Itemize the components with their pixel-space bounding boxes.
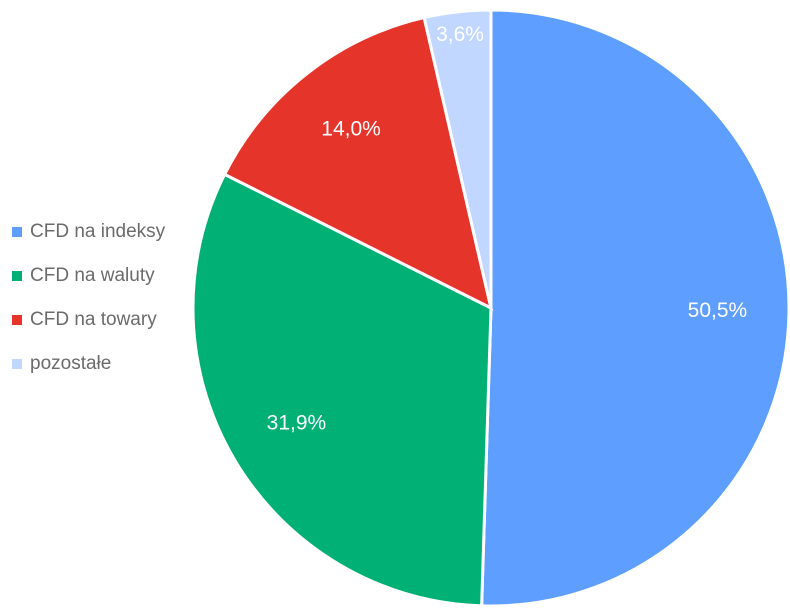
pie-slice xyxy=(480,8,790,608)
legend-label: CFD na indeksy xyxy=(30,221,166,242)
legend-swatch xyxy=(12,359,22,369)
value-label: 14,0% xyxy=(321,117,381,140)
value-label: 31,9% xyxy=(267,411,327,434)
legend-swatch xyxy=(12,271,22,281)
legend-label: pozostałe xyxy=(30,353,111,374)
pie-slice xyxy=(191,172,493,608)
pie-slice xyxy=(222,15,494,311)
legend-swatch xyxy=(12,315,22,325)
value-label: 50,5% xyxy=(688,299,748,322)
legend-label: CFD na towary xyxy=(30,309,157,330)
legend-label: CFD na waluty xyxy=(30,265,155,286)
pie-slice xyxy=(422,8,493,309)
value-label: 3,6% xyxy=(436,23,484,46)
legend-swatch xyxy=(12,227,22,237)
